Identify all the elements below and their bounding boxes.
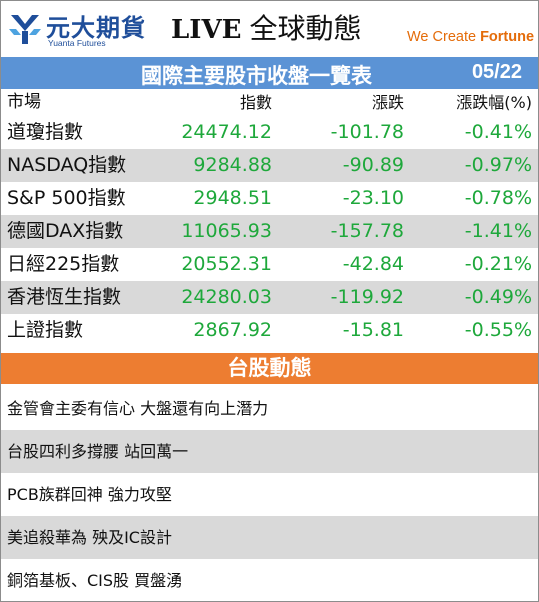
percent-value: -0.55% bbox=[464, 319, 532, 341]
table-row: 道瓊指數 24474.12 -101.78 -0.41% bbox=[1, 116, 538, 149]
market-table: 市場 指數 漲跌 漲跌幅(%) 道瓊指數 24474.12 -101.78 -0… bbox=[1, 89, 538, 347]
table-header-row: 市場 指數 漲跌 漲跌幅(%) bbox=[1, 89, 538, 116]
header-percent: 漲跌幅(%) bbox=[456, 93, 532, 112]
change-value: -90.89 bbox=[342, 154, 404, 176]
percent-value: -0.41% bbox=[464, 121, 532, 143]
table-row: S&P 500指數 2948.51 -23.10 -0.78% bbox=[1, 182, 538, 215]
header: 元大期貨 Yuanta Futures LIVE 全球動態 We Create F… bbox=[1, 1, 538, 56]
header-change: 漲跌 bbox=[371, 93, 404, 112]
market-name: S&P 500指數 bbox=[7, 187, 126, 209]
table-row: 德國DAX指數 11065.93 -157.78 -1.41% bbox=[1, 215, 538, 248]
news-item[interactable]: 金管會主委有信心 大盤還有向上潛力 bbox=[7, 399, 269, 418]
percent-value: -1.41% bbox=[464, 220, 532, 242]
slogan-prefix: We Create bbox=[407, 29, 481, 45]
table-row: 上證指數 2867.92 -15.81 -0.55% bbox=[1, 314, 538, 347]
percent-value: -0.78% bbox=[464, 187, 532, 209]
percent-value: -0.49% bbox=[464, 286, 532, 308]
news-list: 金管會主委有信心 大盤還有向上潛力 台股四利多撐腰 站回萬一 PCB族群回神 強… bbox=[1, 387, 538, 601]
index-value: 20552.31 bbox=[181, 253, 272, 275]
header-index: 指數 bbox=[239, 93, 272, 112]
index-value: 11065.93 bbox=[181, 220, 272, 242]
market-name: NASDAQ指數 bbox=[7, 154, 127, 176]
market-name: 道瓊指數 bbox=[7, 121, 84, 143]
index-value: 2867.92 bbox=[193, 319, 272, 341]
table-title: 國際主要股市收盤一覽表 bbox=[141, 64, 372, 88]
news-item[interactable]: PCB族群回神 強力攻堅 bbox=[7, 485, 172, 504]
change-value: -15.81 bbox=[342, 319, 404, 341]
index-value: 24280.03 bbox=[181, 286, 272, 308]
percent-value: -0.21% bbox=[464, 253, 532, 275]
news-item[interactable]: 台股四利多撐腰 站回萬一 bbox=[1, 430, 538, 473]
change-value: -23.10 bbox=[342, 187, 404, 209]
index-value: 9284.88 bbox=[193, 154, 272, 176]
brand-name: 元大期貨 bbox=[46, 14, 146, 42]
news-item[interactable]: 美追殺華為 殃及IC設計 bbox=[1, 516, 538, 559]
live-title-zh: 全球動態 bbox=[249, 12, 362, 45]
change-value: -42.84 bbox=[342, 253, 404, 275]
market-name: 上證指數 bbox=[7, 319, 84, 341]
market-name: 德國DAX指數 bbox=[7, 220, 124, 242]
table-row: 日經225指數 20552.31 -42.84 -0.21% bbox=[1, 248, 538, 281]
index-value: 24474.12 bbox=[181, 121, 272, 143]
index-value: 2948.51 bbox=[193, 187, 272, 209]
table-date: 05/22 bbox=[471, 61, 522, 83]
market-name: 香港恆生指數 bbox=[7, 286, 122, 308]
table-title-bar: 國際主要股市收盤一覽表 05/22 bbox=[1, 57, 538, 89]
table-row: NASDAQ指數 9284.88 -90.89 -0.97% bbox=[1, 149, 538, 182]
change-value: -119.92 bbox=[330, 286, 404, 308]
change-value: -101.78 bbox=[330, 121, 404, 143]
percent-value: -0.97% bbox=[464, 154, 532, 176]
section-title: 台股動態 bbox=[227, 356, 312, 380]
table-row: 香港恆生指數 24280.03 -119.92 -0.49% bbox=[1, 281, 538, 314]
header-market: 市場 bbox=[7, 92, 41, 112]
brand-subtitle: Yuanta Futures bbox=[48, 38, 106, 48]
section-title-bar: 台股動態 bbox=[1, 353, 538, 384]
news-item[interactable]: 銅箔基板、CIS股 買盤湧 bbox=[7, 571, 183, 590]
change-value: -157.78 bbox=[330, 220, 404, 242]
page-title: LIVE 全球動態 bbox=[171, 7, 361, 47]
slogan: We Create Fortune bbox=[407, 29, 534, 45]
yuanta-logo-icon bbox=[9, 15, 41, 44]
market-name: 日經225指數 bbox=[7, 253, 120, 275]
live-label: LIVE bbox=[171, 15, 242, 45]
slogan-bold: Fortune bbox=[480, 29, 535, 45]
